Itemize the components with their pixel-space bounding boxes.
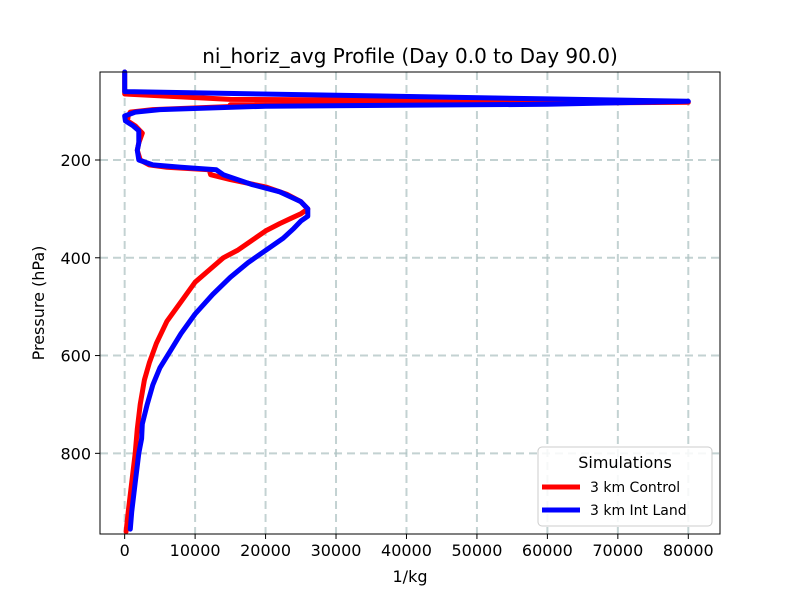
legend-label: 3 km Int Land xyxy=(590,503,687,519)
x-tick-label: 60000 xyxy=(522,541,573,560)
legend-box xyxy=(537,446,713,527)
legend-items: 3 km Control 3 km Int Land xyxy=(542,480,687,519)
x-tick-label: 0 xyxy=(120,541,130,560)
y-tick-label: 600 xyxy=(60,347,91,366)
x-tick-label: 80000 xyxy=(663,541,714,560)
legend-label: 3 km Control xyxy=(590,480,680,496)
axis-ticks: 0 10000 20000 30000 40000 50000 60000 70000 8000… xyxy=(60,151,713,560)
plot-frame xyxy=(99,71,721,535)
legend: Simulations 3 km Control 3 km Int Land xyxy=(537,446,713,527)
x-tick-label: 40000 xyxy=(381,541,432,560)
x-tick-label: 30000 xyxy=(311,541,362,560)
y-tick-label: 800 xyxy=(60,444,91,463)
x-tick-label: 20000 xyxy=(240,541,291,560)
legend-title: Simulations xyxy=(578,453,672,472)
chart-title: ni_horiz_avg Profile (Day 0.0 to Day 90.… xyxy=(202,44,618,68)
y-tick-label: 200 xyxy=(60,151,91,170)
series-lines xyxy=(122,69,691,535)
series-line-3-km-int-land xyxy=(122,69,691,532)
y-tick-label: 400 xyxy=(60,249,91,268)
y-axis-label: Pressure (hPa) xyxy=(29,246,48,361)
x-axis-label: 1/kg xyxy=(393,567,428,586)
x-tick-label: 10000 xyxy=(170,541,221,560)
x-tick-label: 50000 xyxy=(451,541,502,560)
x-tick-label: 70000 xyxy=(592,541,643,560)
